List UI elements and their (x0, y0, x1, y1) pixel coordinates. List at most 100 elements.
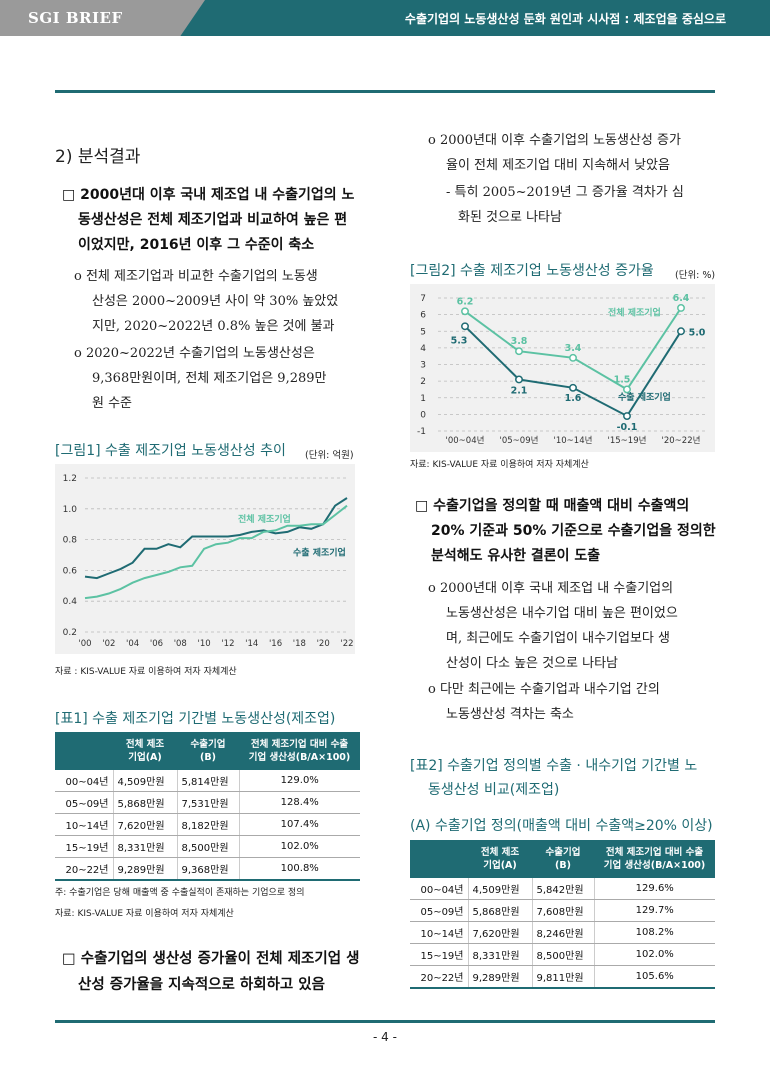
table-row: 10~14년 7,620만원 8,246만원 108.2% (410, 921, 715, 944)
sub-bullet-line: 9,368만원이며, 전체 제조기업은 9,289만 (92, 371, 327, 386)
figure-2-title: [그림2] 수출 제조기업 노동생산성 증가율 (410, 263, 654, 279)
data-label: -0.1 (617, 422, 638, 433)
table-cell: 10~14년 (410, 921, 469, 944)
table-cell: 102.0% (239, 835, 360, 858)
figure-1-source: 자료 : KIS-VALUE 자료 이용하여 저자 자체계산 (55, 667, 237, 677)
x-tick-label: '20~22년 (662, 435, 701, 446)
data-label: 1.6 (565, 393, 582, 404)
table-cell: 5,814만원 (177, 770, 240, 792)
series-label: 전체 제조기업 (238, 513, 291, 525)
sub-bullet-line: o 2000년대 이후 국내 제조업 내 수출기업의 (428, 581, 674, 596)
table-cell: 105.6% (594, 965, 715, 989)
x-tick-label: '12 (221, 639, 234, 649)
series-line (84, 497, 348, 580)
x-tick-label: '10~14년 (554, 435, 593, 446)
table-2-title: [표2] 수출기업 정의별 수출 · 내수기업 기간별 노 동생산성 비교(제조… (410, 754, 697, 802)
header-bar: SGI BRIEF 수출기업의 노동생산성 둔화 원인과 시사점 : 제조업을 … (0, 0, 770, 36)
y-tick-label: 0.6 (63, 566, 78, 576)
bullet-3-line: □ 수출기업을 정의할 때 매출액 대비 수출액의 (415, 498, 690, 514)
dash-line: - 특히 2005~2019년 그 증가율 격차가 심 (446, 185, 684, 200)
table-header-cell: 수출기업 (B) (532, 840, 594, 878)
table-header-cell: 전체 제조기업 대비 수출 기업 생산성(B/A×100) (239, 732, 360, 770)
brand-logo: SGI BRIEF (0, 0, 205, 36)
table-cell: 107.4% (239, 813, 360, 836)
table-cell: 5,842만원 (532, 878, 595, 900)
y-tick-label: 4 (420, 344, 426, 354)
bullet-3-line: 20% 기준과 50% 기준으로 수출기업을 정의한 (431, 523, 716, 539)
bullet-1-line: □ 2000년대 이후 국내 제조업 내 수출기업의 노 (62, 187, 355, 203)
table-cell: 05~09년 (55, 791, 114, 814)
table-header-cell (410, 840, 468, 878)
table-cell: 100.8% (239, 857, 360, 881)
table-cell: 10~14년 (55, 813, 114, 836)
data-label: 3.8 (511, 336, 528, 347)
bottom-rule (55, 1020, 715, 1023)
table-row: 05~09년 5,868만원 7,608만원 129.7% (410, 899, 715, 922)
x-tick-label: '02 (102, 639, 115, 649)
data-label: 1.5 (614, 374, 631, 385)
sub-bullet-line: 노동생산성은 내수기업 대비 높은 편이었으 (446, 606, 678, 621)
page-number: - 4 - (373, 1030, 397, 1044)
sub-bullet-line: 노동생산성 격차는 축소 (446, 707, 574, 722)
table-row: 15~19년 8,331만원 8,500만원 102.0% (410, 943, 715, 966)
bullet-1-line: 이었지만, 2016년 이후 그 수준이 축소 (78, 237, 315, 253)
y-tick-label: 0.2 (63, 628, 77, 638)
sub-bullet-1: o 전체 제조기업과 비교한 수출기업의 노동생 산성은 2000~2009년 … (74, 264, 338, 339)
figure-2-unit: (단위: %) (675, 270, 716, 281)
data-point (677, 304, 685, 312)
figure-1-title: [그림1] 수출 제조기업 노동생산성 추이 (55, 443, 286, 459)
table-cell: 8,500만원 (532, 943, 595, 966)
section-heading: 2) 분석결과 (55, 147, 141, 167)
sub-bullet-line: 율이 전체 제조기업 대비 지속해서 낮았음 (446, 158, 670, 173)
table-cell: 7,620만원 (468, 921, 533, 944)
sub-bullet-3: o 2000년대 이후 수출기업의 노동생산성 증가 율이 전체 제조기업 대비… (428, 128, 681, 178)
sub-bullet-line: o 2000년대 이후 수출기업의 노동생산성 증가 (428, 133, 681, 148)
table-row: 00~04년 4,509만원 5,842만원 129.6% (410, 878, 715, 900)
data-point (461, 322, 469, 331)
table-2-title-line: 동생산성 비교(제조업) (428, 782, 560, 798)
y-tick-label: 1 (420, 394, 426, 404)
table-cell: 20~22년 (55, 857, 114, 881)
sub-bullet-line: 산성이 다소 높은 것으로 나타남 (446, 656, 619, 671)
table-cell: 8,500만원 (177, 835, 240, 858)
table-cell: 00~04년 (410, 878, 469, 900)
table-row: 20~22년 9,289만원 9,368만원 100.8% (55, 857, 360, 881)
data-point (623, 412, 631, 420)
bullet-1-line: 동생산성은 전체 제조기업과 비교하여 높은 편 (78, 212, 348, 228)
x-tick-label: '10 (198, 639, 211, 649)
table-row: 15~19년 8,331만원 8,500만원 102.0% (55, 835, 360, 858)
x-tick-label: '06 (150, 639, 163, 649)
table-2-subtitle: (A) 수출기업 정의(매출액 대비 수출액≥20% 이상) (410, 818, 713, 834)
table-cell: 128.4% (239, 791, 360, 814)
sub-bullet-line: o 2020~2022년 수출기업의 노동생산성은 (74, 346, 315, 361)
series-label: 전체 제조기업 (608, 306, 661, 318)
table-cell: 5,868만원 (113, 791, 178, 814)
table-1-title: [표1] 수출 제조기업 기간별 노동생산성(제조업) (55, 711, 336, 727)
y-tick-label: 7 (420, 294, 426, 304)
data-label: 5.3 (451, 335, 468, 346)
table-cell: 9,811만원 (532, 965, 595, 989)
data-point (623, 385, 631, 394)
table-cell: 4,509만원 (113, 770, 178, 792)
y-tick-label: 0 (420, 410, 426, 420)
table-cell: 8,246만원 (532, 921, 595, 944)
sub-bullet-line: 산성은 2000~2009년 사이 약 30% 높았었 (92, 294, 339, 309)
figure-1-chart: 0.2 0.4 0.6 0.8 1.0 1.2 '00 '02 '04 '06 '08 '10 '12 '… (63, 474, 354, 649)
series-label: 수출 제조기업 (293, 546, 346, 558)
table-row: 00~04년 4,509만원 5,814만원 129.0% (55, 770, 360, 792)
sub-bullet-line: o 전체 제조기업과 비교한 수출기업의 노동생 (74, 269, 318, 284)
y-tick-label: 1.2 (63, 474, 77, 484)
y-tick-label: 2 (420, 377, 426, 387)
table-cell: 9,368만원 (177, 857, 240, 881)
y-tick-label: 6 (420, 311, 426, 321)
header-title: 수출기업의 노동생산성 둔화 원인과 시사점 : 제조업을 중심으로 (404, 12, 726, 26)
table-header-cell: 수출기업 (B) (177, 732, 239, 770)
y-tick-label: 1.0 (63, 505, 78, 515)
y-tick-label: 3 (420, 361, 426, 371)
series-line (84, 504, 348, 600)
table-header-row: 전체 제조 기업(A) 수출기업 (B) 전체 제조기업 대비 수출 기업 생산성(B/A… (55, 732, 360, 770)
sub-bullet-2: o 2020~2022년 수출기업의 노동생산성은 9,368만원이며, 전체 … (74, 341, 326, 416)
table-cell: 108.2% (594, 921, 715, 944)
x-tick-label: '15~19년 (608, 435, 647, 446)
table-row: 10~14년 7,620만원 8,182만원 107.4% (55, 813, 360, 836)
